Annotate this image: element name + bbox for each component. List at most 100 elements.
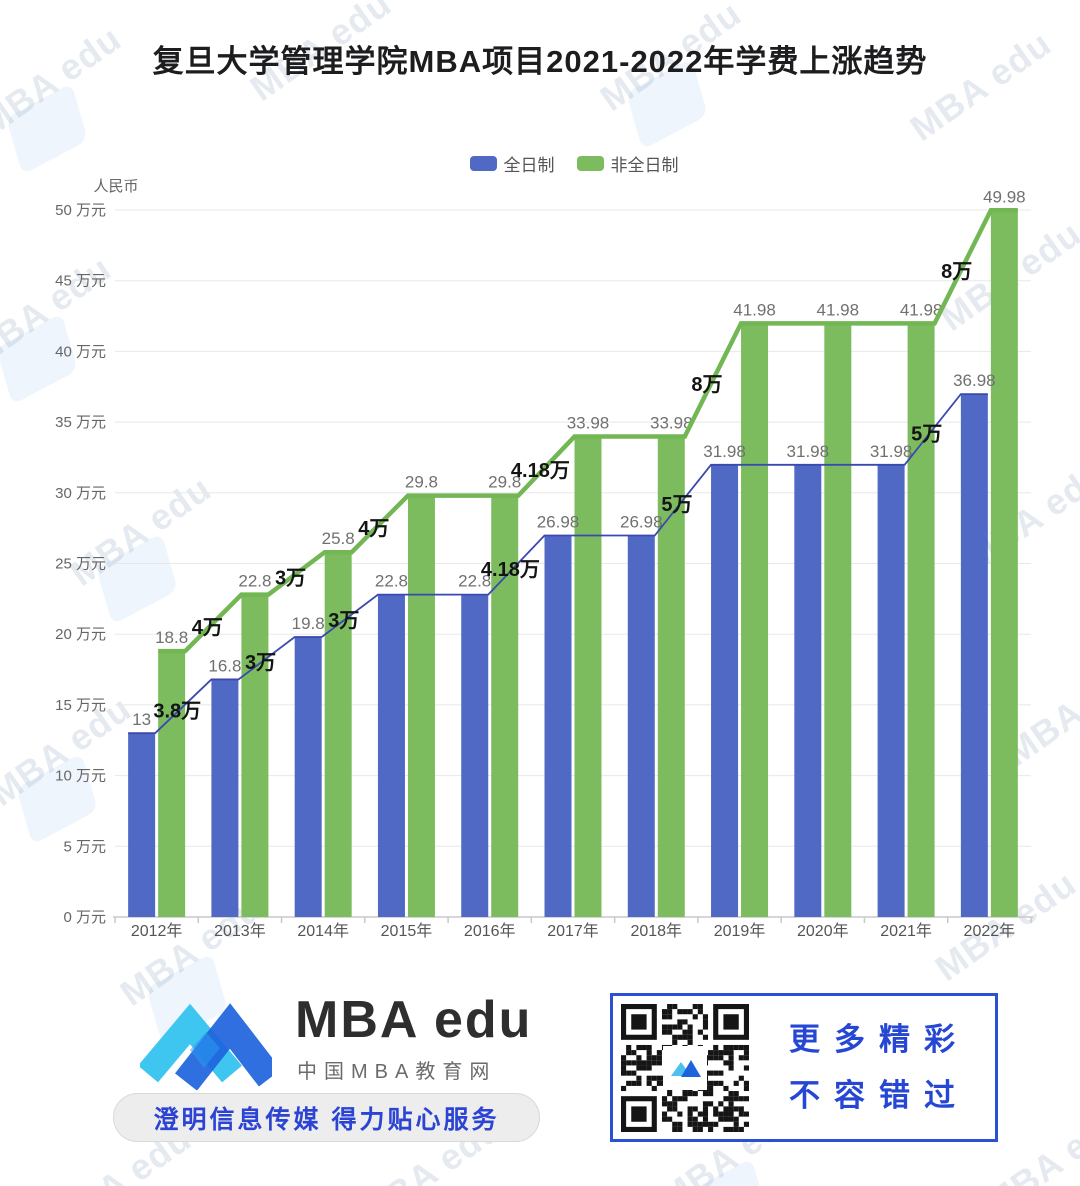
qr-module bbox=[621, 1070, 627, 1076]
bar-value-label: 33.98 bbox=[567, 414, 610, 433]
qr-module bbox=[728, 1064, 734, 1071]
y-tick-label: 10 万元 bbox=[55, 768, 106, 785]
qr-module bbox=[743, 1111, 749, 1117]
qr-module bbox=[723, 1105, 729, 1112]
qr-module bbox=[718, 1070, 724, 1076]
increase-annotation: 8万 bbox=[691, 374, 722, 396]
qr-module bbox=[661, 1029, 668, 1035]
qr-module bbox=[661, 1095, 668, 1101]
qr-module bbox=[661, 1013, 668, 1019]
logo-overlap-facet bbox=[190, 1032, 220, 1068]
bar-全日制-2019年 bbox=[711, 464, 739, 917]
qr-module bbox=[641, 1064, 647, 1071]
qr-module bbox=[672, 1121, 678, 1127]
qr-module bbox=[682, 1018, 688, 1024]
qr-module bbox=[677, 1023, 683, 1030]
x-axis-label: 2020年 bbox=[797, 922, 849, 940]
qr-module bbox=[708, 1085, 714, 1091]
qr-module bbox=[743, 1095, 749, 1101]
qr-module bbox=[677, 1121, 683, 1127]
x-axis-label: 2019年 bbox=[714, 922, 766, 940]
qr-promo-box: 更多精彩 不容错过 bbox=[610, 993, 998, 1142]
qr-module bbox=[646, 1064, 652, 1071]
qr-module bbox=[702, 1013, 709, 1019]
bar-非全日制-2012年 bbox=[158, 651, 186, 917]
bar-value-label: 18.8 bbox=[155, 628, 188, 647]
qr-module bbox=[738, 1044, 744, 1050]
qr-module bbox=[723, 1116, 729, 1122]
qr-module bbox=[667, 1003, 673, 1009]
qr-module bbox=[728, 1111, 734, 1117]
qr-module bbox=[646, 1059, 652, 1065]
bar-value-label: 26.98 bbox=[620, 513, 663, 532]
qr-module bbox=[672, 1105, 678, 1112]
qr-module bbox=[646, 1080, 652, 1086]
qr-module bbox=[672, 1126, 678, 1132]
trend-line-全日制 bbox=[128, 393, 988, 735]
qr-module bbox=[708, 1070, 714, 1076]
qr-module bbox=[661, 1111, 668, 1117]
legend-label-part-time: 非全日制 bbox=[610, 156, 679, 175]
qr-module bbox=[667, 1105, 673, 1112]
increase-annotation: 4.18万 bbox=[511, 460, 570, 482]
qr-module bbox=[723, 1044, 729, 1050]
y-tick-label: 25 万元 bbox=[55, 556, 106, 573]
qr-module bbox=[667, 1100, 673, 1106]
bar-value-label: 22.8 bbox=[458, 572, 491, 591]
qr-module bbox=[672, 1039, 678, 1045]
legend-swatch-part-time bbox=[576, 156, 604, 171]
qr-module bbox=[692, 1116, 698, 1122]
y-tick-label: 45 万元 bbox=[55, 273, 106, 290]
qr-module bbox=[708, 1054, 714, 1060]
bar-value-label: 41.98 bbox=[817, 300, 860, 319]
qr-caption: 更多精彩 不容错过 bbox=[749, 1012, 995, 1124]
legend-item-full-time: 全日制 bbox=[469, 151, 555, 176]
qr-module bbox=[733, 1095, 739, 1101]
qr-module bbox=[677, 1034, 683, 1040]
qr-module bbox=[728, 1095, 734, 1101]
qr-module bbox=[723, 1111, 729, 1117]
bar-非全日制-2018年 bbox=[657, 436, 685, 917]
qr-module bbox=[743, 1121, 749, 1127]
qr-module bbox=[626, 1080, 632, 1086]
qr-module bbox=[733, 1080, 739, 1086]
x-axis-label: 2021年 bbox=[880, 922, 932, 940]
qr-module bbox=[697, 1008, 703, 1014]
qr-module bbox=[687, 1105, 693, 1112]
qr-module bbox=[723, 1095, 729, 1101]
logo-subtitle: 中国MBA教育网 bbox=[297, 1061, 497, 1083]
qr-module bbox=[708, 1080, 714, 1086]
qr-module bbox=[667, 1090, 673, 1096]
qr-module bbox=[702, 1090, 709, 1096]
qr-module bbox=[702, 1018, 709, 1024]
qr-module bbox=[718, 1080, 724, 1086]
increase-annotation: 5万 bbox=[911, 423, 942, 445]
y-axis-unit-label: 人民币 bbox=[93, 178, 138, 195]
qr-module bbox=[677, 1018, 683, 1024]
qr-module bbox=[728, 1126, 734, 1132]
bar-chart: 0 万元 5 万元 10 万元 15 万元 20 万元 25 万元 30 万元 35 万元 40… bbox=[55, 178, 1033, 940]
qr-module bbox=[626, 1049, 632, 1055]
slogan-text: 澄明信息传媒 得力贴心服务 bbox=[153, 1105, 500, 1134]
qr-module bbox=[661, 1116, 668, 1122]
qr-module bbox=[667, 1029, 673, 1035]
qr-module bbox=[728, 1049, 734, 1055]
qr-finder bbox=[631, 1105, 647, 1122]
qr-module bbox=[667, 1013, 673, 1019]
y-tick-label: 0 万元 bbox=[63, 909, 106, 926]
bar-value-label: 31.98 bbox=[703, 442, 746, 461]
qr-module bbox=[656, 1080, 662, 1086]
y-tick-label: 35 万元 bbox=[55, 414, 106, 431]
qr-module bbox=[733, 1116, 739, 1122]
qr-code[interactable] bbox=[621, 1003, 749, 1132]
chart-legend: 全日制 非全日制 bbox=[0, 151, 1080, 176]
qr-module bbox=[687, 1023, 693, 1030]
qr-module bbox=[743, 1044, 749, 1050]
qr-module bbox=[631, 1049, 637, 1055]
qr-module bbox=[708, 1126, 714, 1132]
qr-module bbox=[692, 1003, 698, 1009]
qr-module bbox=[672, 1095, 678, 1101]
qr-module bbox=[718, 1054, 724, 1060]
qr-module bbox=[733, 1044, 739, 1050]
qr-module bbox=[636, 1064, 642, 1071]
